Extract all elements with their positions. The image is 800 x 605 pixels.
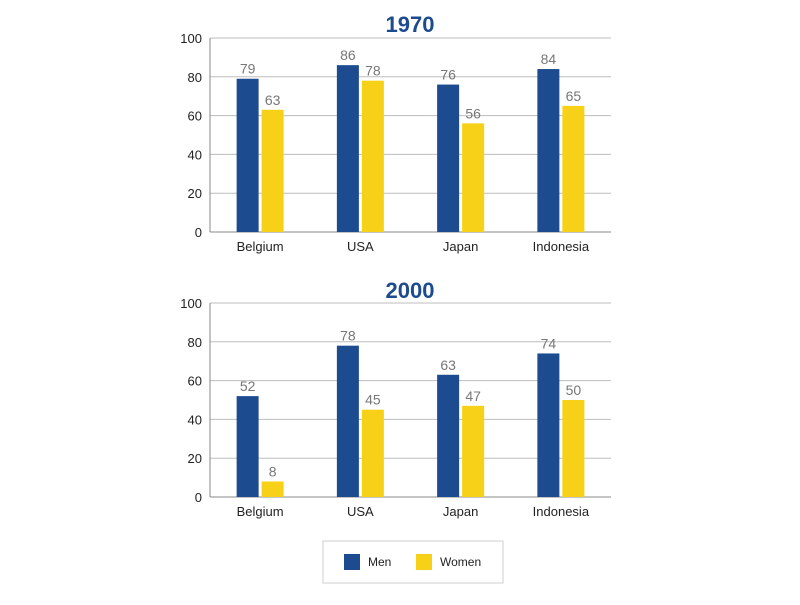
data-label: 8: [269, 463, 277, 479]
category-label: Japan: [443, 239, 478, 254]
bar-women-indonesia: [562, 105, 585, 232]
category-label: USA: [347, 504, 374, 519]
data-label: 45: [365, 392, 381, 408]
bar-women-usa: [361, 80, 384, 233]
bar-men-belgium: [236, 78, 259, 233]
bar-men-belgium: [236, 396, 259, 497]
data-label: 86: [340, 47, 356, 63]
data-label: 63: [440, 357, 456, 373]
chart-1970: 1970 0 20 40 60 80 100 79 63 Belgium 86 78 USA 76 56 J…: [180, 12, 611, 254]
data-label: 78: [365, 63, 381, 79]
y-tick-label: 20: [188, 451, 202, 466]
legend-label-women: Women: [440, 555, 481, 569]
bar-men-japan: [437, 84, 460, 232]
category-label: Belgium: [237, 239, 284, 254]
category-label: Indonesia: [533, 239, 590, 254]
bar-men-indonesia: [537, 353, 560, 497]
data-label: 47: [465, 388, 481, 404]
data-label: 63: [265, 92, 281, 108]
bar-men-usa: [336, 65, 359, 232]
bar-men-indonesia: [537, 69, 560, 232]
data-label: 78: [340, 328, 356, 344]
bar-women-belgium: [261, 109, 284, 232]
y-tick-label: 80: [188, 335, 202, 350]
bar-men-japan: [437, 374, 460, 497]
y-tick-label: 20: [188, 186, 202, 201]
legend-swatch-women: [416, 554, 432, 570]
chart-2000: 2000 0 20 40 60 80 100 52 8 Belgium 78 45 USA 63 47 Ja…: [180, 278, 611, 519]
bar-women-usa: [361, 409, 384, 497]
y-tick-label: 40: [188, 412, 202, 427]
data-label: 56: [465, 105, 481, 121]
y-tick-label: 100: [180, 296, 202, 311]
legend-label-men: Men: [368, 555, 391, 569]
y-tick-label: 0: [195, 490, 202, 505]
category-label: Belgium: [237, 504, 284, 519]
y-tick-label: 60: [188, 109, 202, 124]
category-label: USA: [347, 239, 374, 254]
data-label: 76: [440, 67, 456, 83]
bar-women-japan: [462, 405, 485, 497]
chart-title: 2000: [386, 278, 435, 303]
data-label: 50: [566, 382, 582, 398]
chart-title: 1970: [386, 12, 435, 37]
data-label: 65: [566, 88, 582, 104]
bar-women-japan: [462, 123, 485, 232]
bar-women-indonesia: [562, 400, 585, 497]
bar-men-usa: [336, 345, 359, 497]
y-tick-label: 80: [188, 70, 202, 85]
y-tick-label: 0: [195, 225, 202, 240]
data-label: 52: [240, 378, 256, 394]
legend: Men Women: [322, 540, 504, 584]
category-label: Indonesia: [533, 504, 590, 519]
y-tick-label: 40: [188, 147, 202, 162]
legend-swatch-men: [344, 554, 360, 570]
y-tick-label: 60: [188, 374, 202, 389]
category-label: Japan: [443, 504, 478, 519]
data-label: 74: [541, 335, 557, 351]
bar-women-belgium: [261, 481, 284, 497]
data-label: 84: [541, 51, 557, 67]
y-tick-label: 100: [180, 31, 202, 46]
data-label: 79: [240, 61, 256, 77]
